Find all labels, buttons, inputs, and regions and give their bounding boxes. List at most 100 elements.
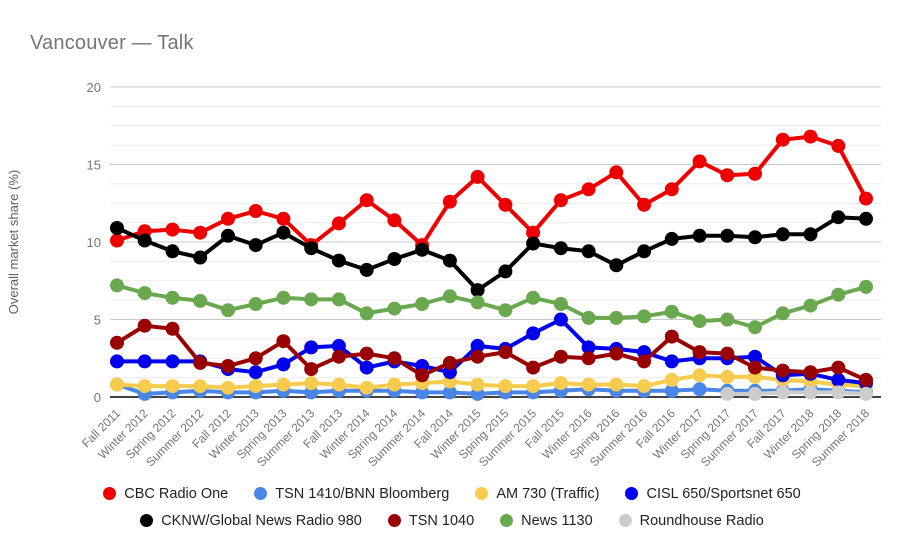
data-point [692, 228, 707, 243]
legend-dot [500, 514, 514, 527]
legend-item-tsn-1410-bnn-bloomberg: TSN 1410/BNN Bloomberg [254, 486, 449, 502]
data-point [470, 349, 485, 364]
legend-item-roundhouse-radio: Roundhouse Radio [618, 513, 764, 529]
data-point [553, 193, 568, 208]
y-tick-label: 0 [94, 390, 101, 405]
legend-item-tsn-1040: TSN 1040 [387, 513, 474, 529]
data-point [609, 377, 624, 392]
data-point [387, 301, 402, 316]
legend-item-cisl-650-sportsnet-650: CISL 650/Sportsnet 650 [625, 486, 801, 502]
data-point [748, 349, 762, 364]
data-point [803, 365, 818, 380]
data-point [581, 351, 596, 366]
y-axis-tick-labels: 0 5 10 15 20 [87, 80, 101, 405]
data-point [276, 377, 291, 392]
series-roundhouse-radio [720, 385, 873, 401]
data-point [110, 278, 124, 293]
data-point [609, 165, 624, 180]
data-point [110, 377, 124, 392]
data-point [387, 213, 402, 228]
data-point [748, 320, 762, 335]
data-point [304, 292, 319, 307]
data-point [803, 298, 818, 313]
series-tsn-1040 [110, 318, 873, 387]
data-point [137, 286, 152, 301]
data-point [859, 386, 873, 401]
y-tick-label: 20 [87, 80, 101, 95]
data-point [248, 204, 263, 218]
series-news-1130 [110, 278, 873, 335]
legend-dot [254, 487, 268, 500]
chart-legend: CBC Radio One TSN 1410/BNN Bloomberg AM 73… [0, 480, 904, 534]
data-point [304, 241, 319, 256]
data-point [803, 129, 818, 144]
data-point [526, 236, 541, 251]
data-point [692, 382, 707, 397]
data-point [498, 345, 513, 360]
data-point [387, 351, 402, 366]
data-point [637, 379, 652, 394]
data-point [470, 338, 485, 353]
data-point [720, 168, 735, 183]
data-point [859, 279, 873, 294]
line-chart: 0 5 10 15 20 Overall market share (%) Fall 201… [6, 80, 881, 469]
data-point [415, 297, 430, 311]
legend-dot [103, 487, 117, 500]
data-point [304, 362, 319, 377]
data-point [276, 334, 291, 349]
data-point [137, 318, 152, 333]
data-point [165, 354, 180, 369]
data-point [331, 377, 346, 392]
data-point [526, 379, 541, 394]
data-point [526, 360, 541, 375]
data-point [581, 310, 596, 325]
data-point [331, 292, 346, 307]
data-point [221, 211, 235, 226]
y-axis-title: Overall market share (%) [6, 170, 21, 314]
data-point [276, 211, 291, 226]
series-line [115, 323, 868, 382]
data-point [720, 346, 735, 361]
data-point [498, 303, 513, 318]
data-point [193, 250, 208, 265]
data-point [415, 242, 430, 257]
data-point [637, 244, 652, 259]
series-line [115, 373, 868, 390]
legend-item-am-730-traffic: AM 730 (Traffic) [475, 486, 599, 502]
data-point [359, 262, 374, 277]
data-point [720, 369, 735, 384]
data-point [470, 169, 485, 184]
data-point [803, 385, 818, 400]
legend-row-1: CBC Radio One TSN 1410/BNN Bloomberg AM 73… [0, 480, 904, 507]
data-point [637, 309, 652, 324]
legend-label: AM 730 (Traffic) [496, 485, 600, 502]
data-point [831, 138, 846, 153]
legend-item-news-1130: News 1130 [500, 513, 593, 529]
data-point [165, 244, 180, 259]
data-point [720, 386, 735, 401]
data-point [276, 225, 291, 240]
data-point [692, 368, 707, 383]
data-point [664, 182, 679, 197]
data-point [110, 335, 124, 350]
data-point [692, 345, 707, 360]
data-point [442, 385, 457, 400]
data-point [553, 349, 568, 364]
legend-label: TSN 1410/BNN Bloomberg [275, 485, 450, 502]
y-tick-label: 10 [87, 235, 101, 250]
data-point [110, 221, 124, 235]
data-point [831, 372, 846, 387]
data-point [415, 368, 430, 383]
data-point [248, 297, 263, 311]
data-point [498, 264, 513, 279]
data-point [193, 355, 208, 370]
series-cknw-global-news-radio-980 [110, 210, 873, 298]
data-point [442, 355, 457, 370]
data-point [692, 154, 707, 169]
series-line [115, 215, 868, 293]
data-point [498, 379, 513, 394]
data-point [581, 340, 596, 355]
data-point [331, 216, 346, 231]
data-point [581, 182, 596, 197]
